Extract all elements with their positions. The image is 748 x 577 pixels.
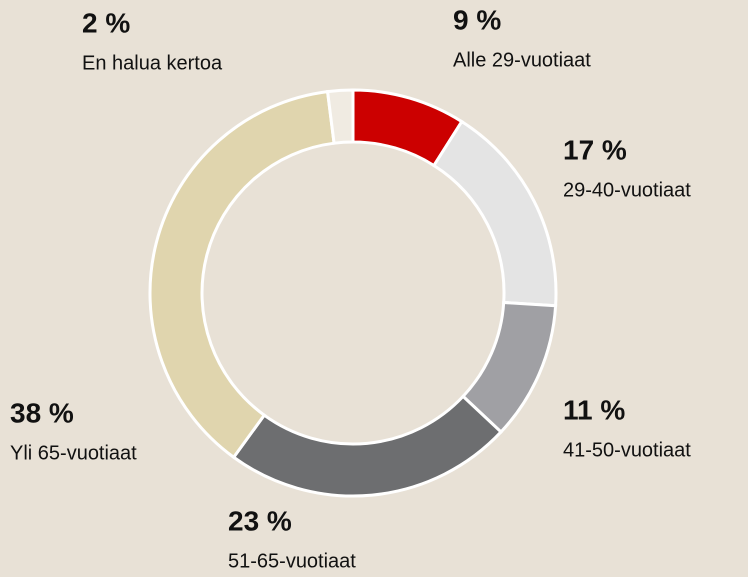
category-label: 41-50-vuotiaat <box>563 439 691 461</box>
category-label: 29-40-vuotiaat <box>563 179 691 201</box>
value-label: 38 % <box>10 397 74 428</box>
category-label: En halua kertoa <box>82 52 223 74</box>
donut-slice <box>148 89 336 460</box>
donut-slice <box>325 88 355 145</box>
value-label: 11 % <box>563 394 625 425</box>
category-label: Alle 29-vuotiaat <box>453 49 591 71</box>
value-label: 17 % <box>563 134 627 165</box>
category-label: 51-65-vuotiaat <box>228 550 356 572</box>
category-label: Yli 65-vuotiaat <box>10 442 137 464</box>
value-label: 9 % <box>453 4 501 35</box>
value-label: 2 % <box>82 7 130 38</box>
value-label: 23 % <box>228 505 292 536</box>
